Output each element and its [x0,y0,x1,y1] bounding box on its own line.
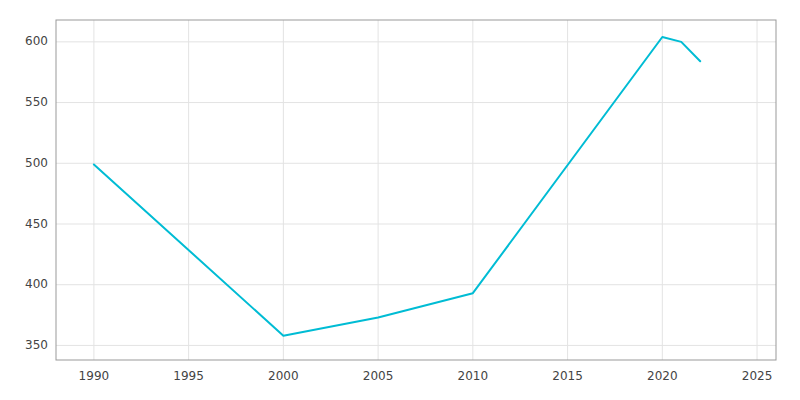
y-grid-line [56,41,776,42]
x-tick-label: 2020 [647,369,678,383]
chart-svg: 350 400 450 500 550 600 1990 1995 2000 2005 2010 20… [0,0,800,400]
x-grid-line [472,20,473,360]
y-grid-line [56,224,776,225]
x-tick-label: 2010 [458,369,489,383]
y-tick-label: 500 [25,156,48,170]
x-grid-line [567,20,568,360]
y-grid-line [56,345,776,346]
y-grid-line [56,284,776,285]
y-tick-label: 350 [25,338,48,352]
tick-labels: 350 400 450 500 550 600 1990 1995 2000 2005 2010 20… [25,34,772,383]
x-grid-line [188,20,189,360]
data-line [94,37,700,336]
x-grid-line [93,20,94,360]
y-tick-label: 600 [25,34,48,48]
y-tick-label: 550 [25,95,48,109]
chart-container: 350 400 450 500 550 600 1990 1995 2000 2005 2010 20… [0,0,800,400]
y-grid-line [56,163,776,164]
y-tick-label: 450 [25,217,48,231]
x-tick-label: 2005 [363,369,394,383]
x-tick-label: 2025 [742,369,773,383]
x-tick-label: 2015 [552,369,583,383]
plot-frame [56,20,776,360]
plot-area [94,37,700,336]
x-grid-line [378,20,379,360]
x-grid-line [662,20,663,360]
grid [56,20,776,360]
x-grid-line [283,20,284,360]
x-tick-label: 1995 [173,369,204,383]
x-tick-label: 2000 [268,369,299,383]
x-grid-line [757,20,758,360]
y-grid-line [56,102,776,103]
x-tick-label: 1990 [79,369,110,383]
y-tick-label: 400 [25,277,48,291]
